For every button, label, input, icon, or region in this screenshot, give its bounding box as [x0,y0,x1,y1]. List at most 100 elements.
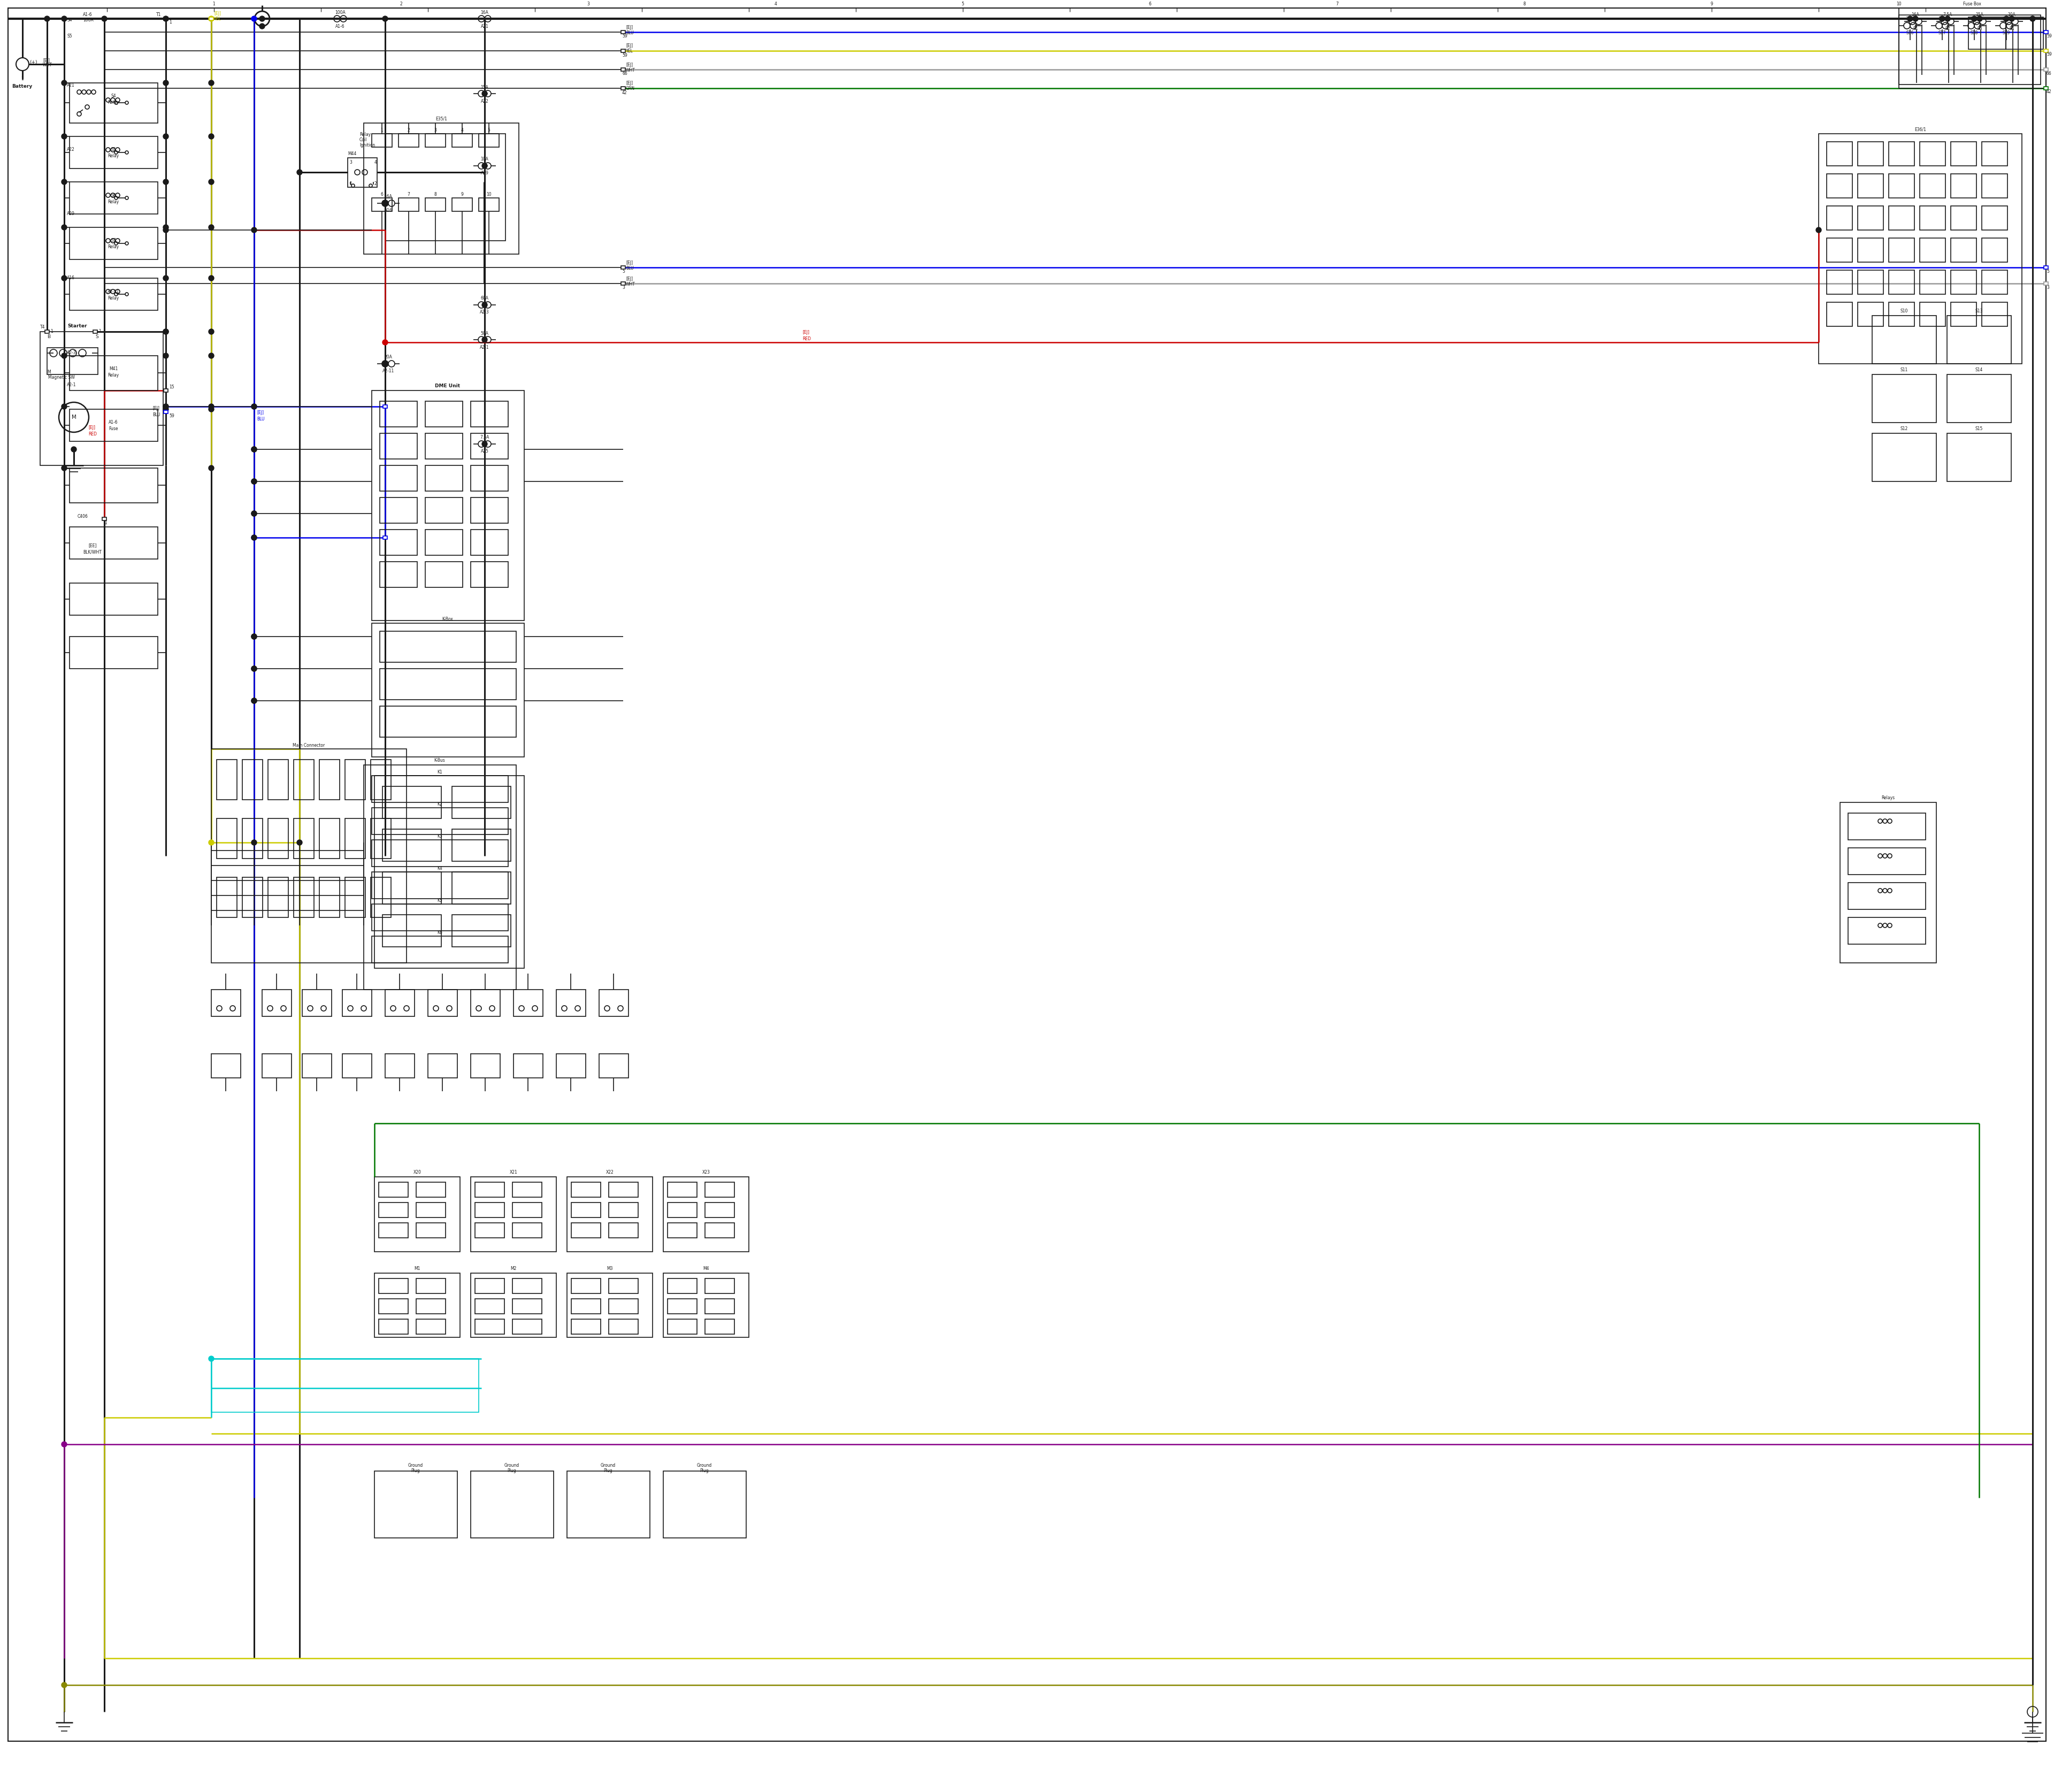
Bar [470,466,507,491]
Circle shape [162,330,168,335]
Text: [EJ]: [EJ] [626,43,633,48]
Bar [2044,30,2048,34]
Bar [294,878,314,918]
Text: 4: 4 [774,2,776,7]
Bar [372,935,507,962]
Text: A2-1: A2-1 [481,344,489,349]
Text: 7.5A: 7.5A [1943,13,1951,18]
Bar [1982,206,2007,229]
Circle shape [210,134,214,140]
Bar [1968,18,2007,48]
Circle shape [62,466,68,471]
Bar [1826,206,1853,229]
Bar [511,1278,542,1294]
Bar [479,197,499,211]
Bar [470,989,499,1016]
Circle shape [210,466,214,471]
Text: 8: 8 [1524,2,1526,7]
Circle shape [251,699,257,704]
Bar [382,536,388,539]
Bar [2044,265,2048,269]
Bar [1982,174,2007,197]
Text: WHT: WHT [626,281,635,287]
Text: 15A: 15A [481,84,489,90]
Text: S4: S4 [68,18,72,23]
Bar [267,760,288,799]
Circle shape [251,403,257,409]
Text: S4: S4 [111,93,115,99]
Bar [318,819,339,858]
Bar [425,434,462,459]
Circle shape [162,276,168,281]
Bar [1849,848,1927,874]
Bar [1982,303,2007,326]
Circle shape [1976,16,1982,22]
Circle shape [62,1441,68,1446]
Bar [1890,271,1914,294]
Bar [364,124,520,254]
Bar [370,878,390,918]
Circle shape [483,303,487,308]
Bar [417,1278,446,1294]
Circle shape [210,330,214,335]
Bar [216,760,236,799]
Bar [470,561,507,588]
Bar [557,1054,585,1077]
Circle shape [483,441,487,446]
Text: 10: 10 [1896,2,1902,7]
Bar [70,228,158,260]
Bar [1857,303,1884,326]
Text: A2-11: A2-11 [382,369,394,375]
Circle shape [382,201,388,206]
Bar [398,197,419,211]
Text: S14: S14 [1976,367,1982,373]
Bar [345,760,366,799]
Text: 3: 3 [349,159,351,165]
Bar [1920,174,1945,197]
Bar [1849,814,1927,840]
Text: [EJ]: [EJ] [626,63,633,66]
Bar [511,1222,542,1238]
Text: [EJ]: [EJ] [88,425,94,430]
Text: 15A: 15A [1976,13,1984,18]
Bar [571,1222,600,1238]
Text: Ground: Ground [696,1462,713,1468]
Circle shape [162,330,168,335]
Bar [1947,315,2011,364]
Bar [427,989,458,1016]
Bar [267,819,288,858]
Circle shape [1816,228,1822,233]
Text: 6: 6 [380,192,384,197]
Text: A22: A22 [481,99,489,104]
Text: 59: 59 [2046,52,2052,57]
Bar [608,1319,639,1333]
Bar [398,134,419,147]
Text: A2-3: A2-3 [481,310,489,315]
Circle shape [251,478,257,484]
Text: A29: A29 [68,211,74,217]
Text: 42: 42 [622,90,626,95]
Bar [470,1054,499,1077]
Bar [294,819,314,858]
Text: Ground: Ground [409,1462,423,1468]
Bar [380,530,417,556]
Bar [1951,174,1976,197]
Bar [425,498,462,523]
Text: Relay: Relay [107,199,119,204]
Bar [705,1278,735,1294]
Text: 66: 66 [622,72,626,77]
Bar [1857,174,1884,197]
Circle shape [72,446,76,452]
Text: S: S [94,335,99,339]
Bar [474,1319,505,1333]
Bar [1826,142,1853,167]
Bar [2044,281,2048,285]
Circle shape [1939,16,1945,22]
Bar [372,776,507,803]
Bar [2044,68,2048,72]
Text: S17: S17 [1939,30,1945,36]
Bar [474,1183,505,1197]
Circle shape [210,179,214,185]
Circle shape [251,478,257,484]
Circle shape [210,407,214,412]
